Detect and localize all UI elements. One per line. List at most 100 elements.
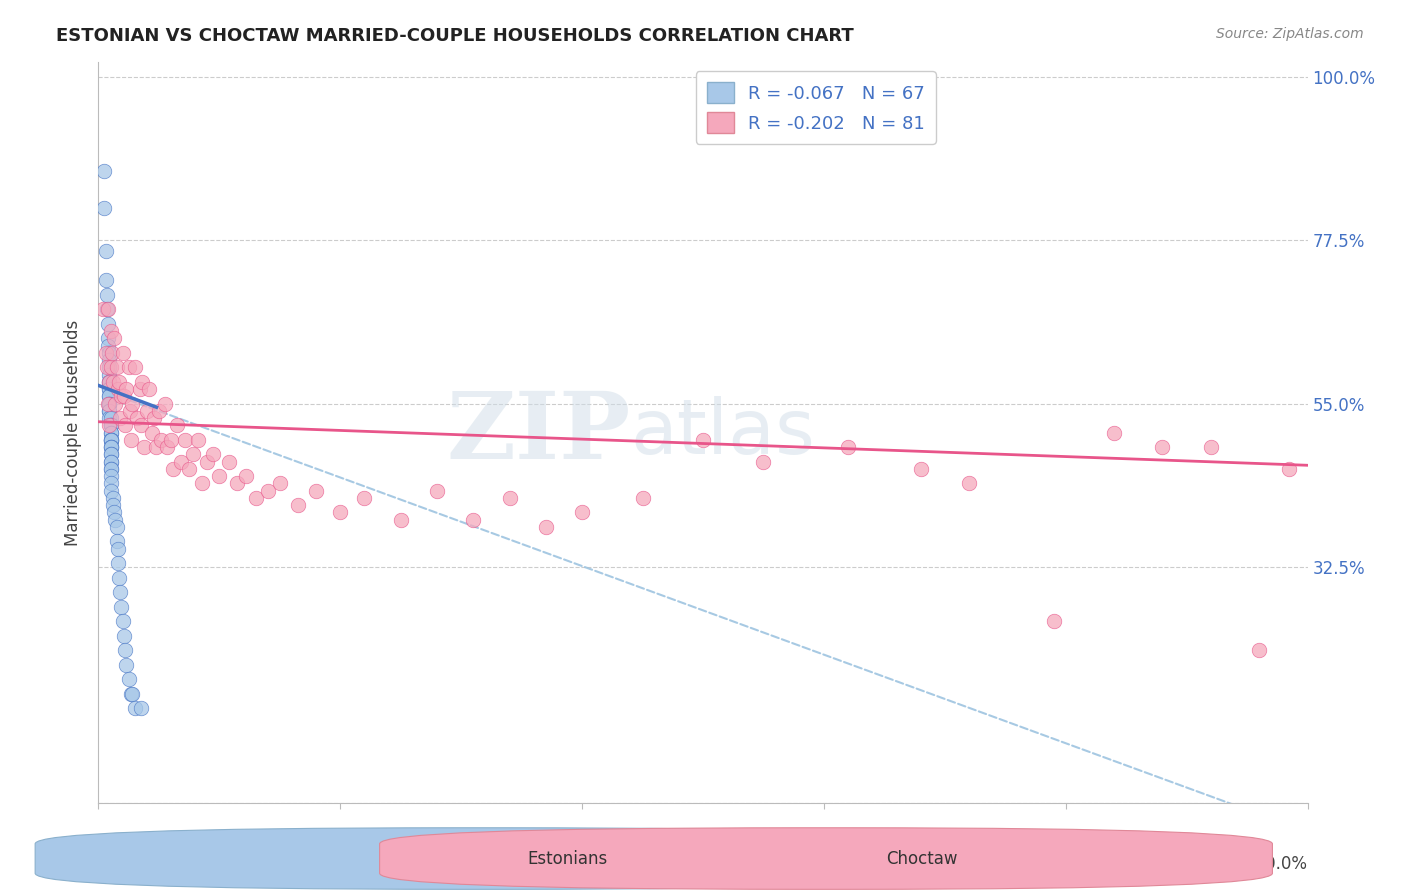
- Point: [150, 433, 173, 447]
- Point: [105, 520, 128, 534]
- Point: [100, 433, 122, 447]
- Point: [752, 455, 775, 469]
- Point: [93, 164, 115, 178]
- Point: [96, 287, 118, 301]
- Point: [127, 411, 149, 425]
- Point: [120, 433, 142, 447]
- Point: [910, 462, 932, 476]
- Point: [100, 418, 122, 433]
- Point: [100, 345, 122, 359]
- Point: [98, 396, 121, 410]
- Point: [105, 360, 128, 375]
- Point: [100, 440, 122, 454]
- Point: [100, 433, 122, 447]
- Point: [118, 673, 141, 687]
- Point: [121, 687, 143, 701]
- Point: [108, 411, 131, 425]
- Text: Source: ZipAtlas.com: Source: ZipAtlas.com: [1216, 27, 1364, 41]
- Point: [101, 491, 124, 505]
- Point: [218, 455, 240, 469]
- Text: 100.0%: 100.0%: [1244, 855, 1308, 872]
- Point: [187, 433, 209, 447]
- Point: [1042, 615, 1064, 629]
- Point: [134, 440, 156, 454]
- FancyBboxPatch shape: [380, 828, 1272, 889]
- Point: [195, 455, 218, 469]
- Text: Choctaw: Choctaw: [886, 850, 957, 868]
- Text: ZIP: ZIP: [446, 388, 630, 477]
- Point: [98, 353, 121, 368]
- Point: [114, 643, 136, 657]
- Point: [156, 440, 179, 454]
- Point: [98, 404, 121, 418]
- Point: [120, 687, 142, 701]
- Point: [148, 404, 170, 418]
- Point: [100, 455, 122, 469]
- Point: [100, 447, 122, 461]
- Point: [1152, 440, 1174, 454]
- Point: [112, 389, 135, 403]
- Point: [94, 345, 117, 359]
- Point: [153, 396, 176, 410]
- Point: [534, 520, 557, 534]
- Point: [112, 629, 135, 643]
- Point: [138, 382, 160, 396]
- Point: [1102, 425, 1125, 440]
- Point: [100, 324, 122, 338]
- Point: [245, 491, 267, 505]
- Point: [110, 389, 132, 403]
- Point: [463, 513, 485, 527]
- Point: [1199, 440, 1222, 454]
- Point: [114, 418, 136, 433]
- Point: [98, 389, 121, 403]
- Point: [98, 404, 121, 418]
- Point: [169, 455, 191, 469]
- Point: [111, 615, 134, 629]
- Point: [98, 418, 121, 433]
- Point: [107, 556, 129, 570]
- Point: [631, 491, 654, 505]
- Point: [108, 375, 131, 389]
- Point: [105, 534, 128, 549]
- Point: [94, 273, 117, 287]
- Point: [287, 498, 309, 512]
- Point: [166, 418, 188, 433]
- Point: [256, 483, 278, 498]
- Text: atlas: atlas: [630, 396, 815, 469]
- Point: [100, 425, 122, 440]
- Point: [108, 585, 131, 599]
- Point: [101, 498, 124, 512]
- Point: [141, 425, 163, 440]
- Point: [692, 433, 714, 447]
- Point: [100, 425, 122, 440]
- Point: [100, 455, 122, 469]
- Point: [98, 375, 121, 389]
- Point: [98, 375, 121, 389]
- Point: [97, 302, 120, 317]
- Point: [571, 506, 593, 520]
- Point: [98, 345, 121, 359]
- Point: [353, 491, 375, 505]
- Point: [100, 360, 122, 375]
- Point: [498, 491, 520, 505]
- Point: [98, 389, 121, 403]
- Point: [426, 483, 449, 498]
- FancyBboxPatch shape: [35, 828, 928, 889]
- Point: [98, 368, 121, 382]
- Point: [97, 317, 120, 331]
- Point: [100, 440, 122, 454]
- Point: [131, 375, 153, 389]
- Point: [208, 469, 231, 483]
- Point: [100, 433, 122, 447]
- Point: [160, 433, 183, 447]
- Point: [121, 396, 143, 410]
- Point: [162, 462, 184, 476]
- Point: [235, 469, 257, 483]
- Point: [111, 345, 134, 359]
- Point: [145, 440, 167, 454]
- Point: [100, 411, 122, 425]
- Point: [1278, 462, 1301, 476]
- Point: [107, 382, 129, 396]
- Point: [103, 331, 125, 345]
- Point: [226, 476, 249, 491]
